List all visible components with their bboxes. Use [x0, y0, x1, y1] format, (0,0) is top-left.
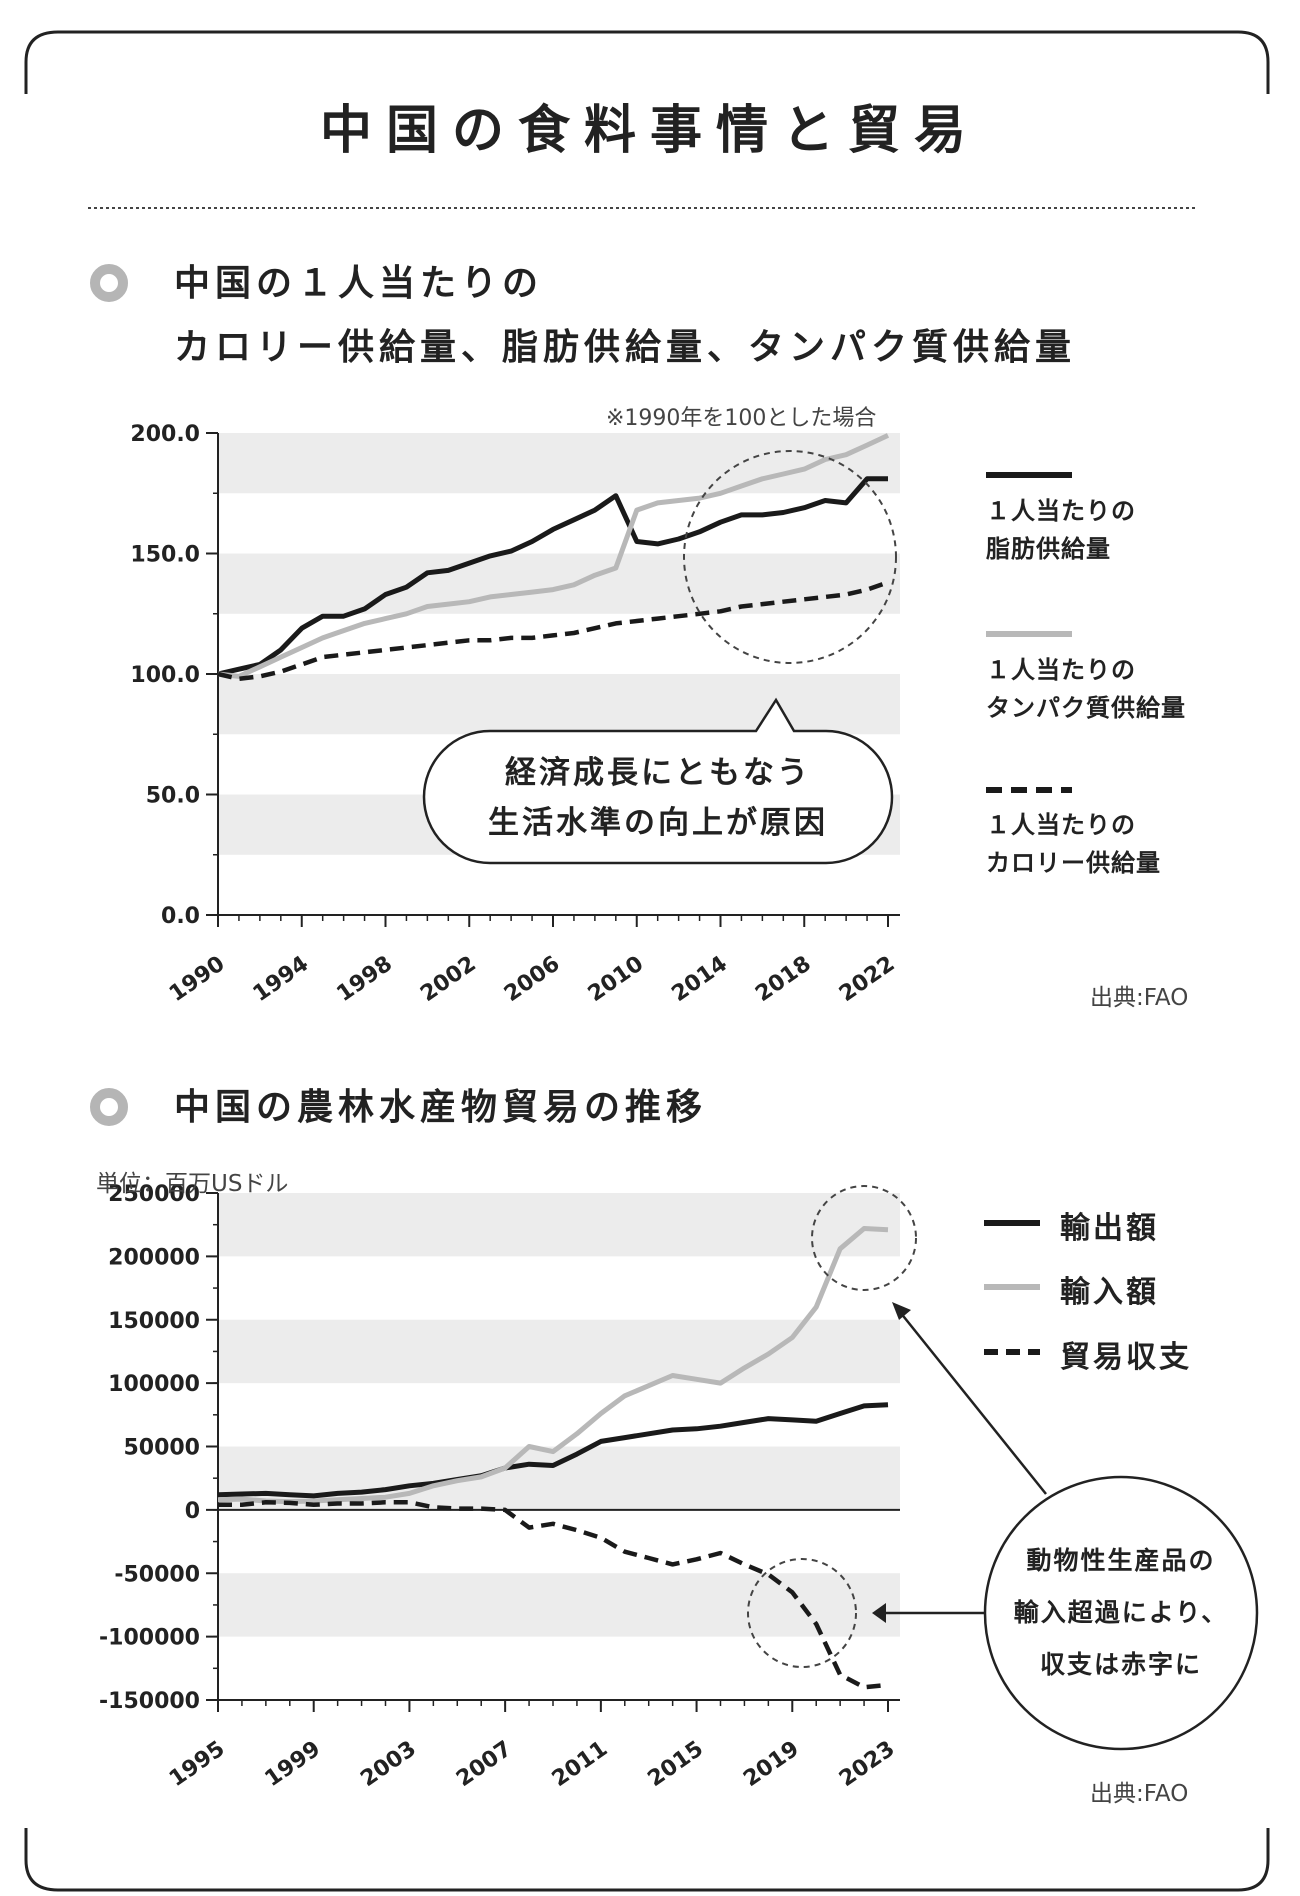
x-tick-label: 1990 [165, 951, 229, 1007]
y-tick-label: 50.0 [146, 784, 200, 809]
grid-band [218, 433, 900, 494]
highlight-circle-balance [747, 1558, 857, 1668]
series-line [217, 433, 890, 679]
x-tick-label: 2006 [500, 951, 564, 1007]
arrow-head-balance [872, 1603, 886, 1623]
frame-bottom-bracket [24, 1828, 1270, 1892]
callout-line2: 生活水準の向上が原因 [488, 805, 828, 841]
section1-title-line2: カロリー供給量、脂肪供給量、タンパク質供給量 [174, 327, 1077, 368]
grid-band [218, 1319, 900, 1384]
y-tick-label: 250000 [108, 1182, 200, 1207]
legend-item-export: 輸出額 [1060, 1211, 1159, 1246]
series-line [217, 476, 888, 677]
series-line [218, 1500, 889, 1690]
x-tick-label: 2022 [835, 951, 899, 1007]
highlight-circle-chart1 [683, 450, 897, 664]
legend-swatches [984, 472, 1072, 1355]
series-line [217, 1226, 889, 1505]
x-tick-label: 1994 [249, 951, 313, 1007]
y-tick-label: 100.0 [130, 663, 200, 688]
x-tick-label: 2003 [356, 1736, 420, 1792]
section2-title: 中国の農林水産物貿易の推移 [174, 1087, 708, 1128]
legend-calorie-line1: １人当たりの [986, 811, 1136, 839]
legend-protein-line1: １人当たりの [986, 656, 1136, 684]
legend-item-balance: 貿易収支 [1060, 1340, 1192, 1375]
explanation-line1: 動物性生産品の [1026, 1546, 1216, 1575]
x-tick-label: 2010 [584, 951, 648, 1007]
legend-fat-line1: １人当たりの [986, 497, 1136, 525]
legend-item-protein: １人当たりの タンパク質供給量 [986, 651, 1186, 727]
section1-title-line1: 中国の１人当たりの [174, 263, 544, 304]
x-tick-label: 2018 [751, 951, 815, 1007]
x-tick-label: 2011 [548, 1736, 612, 1792]
chart1-source: 出典:FAO [1090, 985, 1189, 1011]
explanation-circle [983, 1475, 1259, 1751]
chart1-note: ※1990年を100とした場合 [606, 406, 877, 431]
y-tick-label: 0.0 [161, 904, 200, 929]
x-tick-label: 2019 [739, 1736, 803, 1792]
grid-band [218, 674, 900, 735]
y-tick-label: -150000 [99, 1689, 200, 1714]
callout-line1: 経済成長にともなう [505, 755, 811, 791]
y-tick-label: -50000 [114, 1562, 200, 1587]
callout-text: 経済成長にともなう 生活水準の向上が原因 [424, 748, 892, 848]
y-tick-label: 150.0 [130, 543, 200, 568]
explanation-text: 動物性生産品の 輸入超過により、 収支は赤字に [1000, 1535, 1242, 1691]
grid-band [218, 1573, 900, 1637]
grid-band [218, 1193, 900, 1257]
x-tick-label: 2015 [644, 1736, 708, 1792]
legend-protein-line2: タンパク質供給量 [986, 694, 1186, 722]
x-tick-label: 2014 [667, 951, 731, 1007]
arrow-head-imports [892, 1302, 911, 1320]
legend-item-import: 輸入額 [1060, 1275, 1159, 1310]
callout-bubble [422, 697, 894, 865]
chart-nutrition-supply: 0.0 50.0 100.0 150.0 200.0 1990 1994 1998 2002 20… [130, 422, 900, 1007]
section2-ring-icon [90, 1088, 128, 1126]
y-tick-label: 100000 [108, 1372, 200, 1397]
y-tick-label: 200.0 [130, 422, 200, 447]
explanation-line3: 収支は赤字に [1039, 1650, 1202, 1679]
section1-ring-icon [90, 264, 128, 302]
y-tick-label: 50000 [123, 1436, 200, 1461]
legend-item-calorie: １人当たりの カロリー供給量 [986, 806, 1161, 882]
x-tick-label: 1998 [332, 951, 396, 1007]
series-line [217, 580, 889, 682]
x-tick-label: 2002 [416, 951, 480, 1007]
page-title: 中国の食料事情と貿易 [319, 101, 980, 161]
chart2-unit: 単位：百万USドル [96, 1171, 289, 1197]
x-tick-label: 1999 [261, 1736, 325, 1792]
legend-fat-line2: 脂肪供給量 [986, 535, 1111, 563]
legend-calorie-line2: カロリー供給量 [986, 849, 1161, 877]
series-line [217, 1402, 889, 1499]
arrow-to-imports [899, 1311, 1047, 1495]
legend-item-fat: １人当たりの 脂肪供給量 [986, 492, 1136, 568]
y-tick-label: -100000 [99, 1626, 200, 1651]
highlight-circle-imports [811, 1185, 917, 1291]
x-tick-label: 2007 [452, 1736, 516, 1792]
grid-band [218, 553, 900, 614]
y-tick-label: 150000 [108, 1309, 200, 1334]
chart2-source: 出典:FAO [1090, 1781, 1189, 1807]
x-tick-label: 1995 [165, 1736, 229, 1792]
explanation-line2: 輸入超過により、 [1013, 1598, 1229, 1627]
y-tick-label: 200000 [108, 1245, 200, 1270]
frame-top-bracket [24, 30, 1270, 94]
x-tick-label: 2023 [835, 1736, 899, 1792]
y-tick-label: 0 [185, 1499, 200, 1524]
